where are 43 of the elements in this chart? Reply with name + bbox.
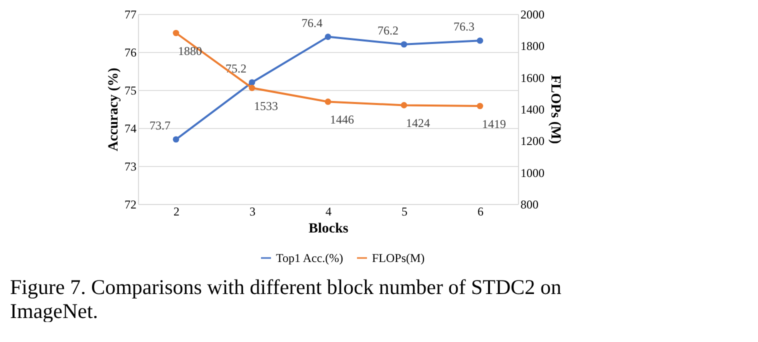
legend-label: Top1 Acc.(%) <box>276 251 344 265</box>
y2-tick-label: 800 <box>520 198 538 212</box>
legend-label: FLOPs(M) <box>372 251 425 265</box>
point <box>324 98 332 105</box>
y-tick-label: 74 <box>124 122 136 136</box>
y-tick-label: 72 <box>124 198 136 212</box>
y-tick-label: 73 <box>124 160 136 174</box>
point <box>172 30 180 36</box>
y2-tick-label: 1000 <box>520 166 544 180</box>
x-tick-label: 2 <box>174 204 180 218</box>
y2-tick-label: 1600 <box>520 70 544 85</box>
data-label: 73.7 <box>150 118 170 132</box>
x-tick-label: 3 <box>250 204 256 218</box>
y-axis-title: Accuracy (%) <box>106 67 122 152</box>
data-label: 1533 <box>254 98 278 113</box>
y2-tick-label: 2000 <box>520 8 544 22</box>
x-tick-label: 4 <box>326 204 332 218</box>
y2-tick-label: 1200 <box>520 134 544 148</box>
data-label: 76.4 <box>302 16 322 30</box>
data-label: 1424 <box>406 116 430 130</box>
point <box>476 37 484 44</box>
point <box>324 34 332 40</box>
data-label: 1446 <box>330 112 354 127</box>
point <box>248 84 256 92</box>
point <box>400 41 408 48</box>
x-tick-label: 5 <box>402 204 408 218</box>
x-axis-title: Blocks <box>308 222 349 236</box>
y2-tick-label: 1400 <box>520 102 544 116</box>
y-tick-label: 77 <box>124 8 136 22</box>
data-label: 76.2 <box>378 23 398 38</box>
data-label: 1880 <box>178 44 202 58</box>
point <box>248 79 256 86</box>
y-tick-label: 75 <box>124 84 136 98</box>
data-label: 76.3 <box>454 20 474 34</box>
point <box>400 102 408 108</box>
y2-tick-label: 1800 <box>520 39 544 54</box>
point <box>172 136 180 143</box>
point <box>476 102 484 110</box>
y2-axis-title: FLOPs (M) <box>548 75 562 144</box>
data-label: 75.2 <box>226 61 246 76</box>
data-label: 1419 <box>482 116 506 131</box>
x-tick-label: 6 <box>478 204 484 218</box>
y-tick-label: 76 <box>124 46 136 60</box>
